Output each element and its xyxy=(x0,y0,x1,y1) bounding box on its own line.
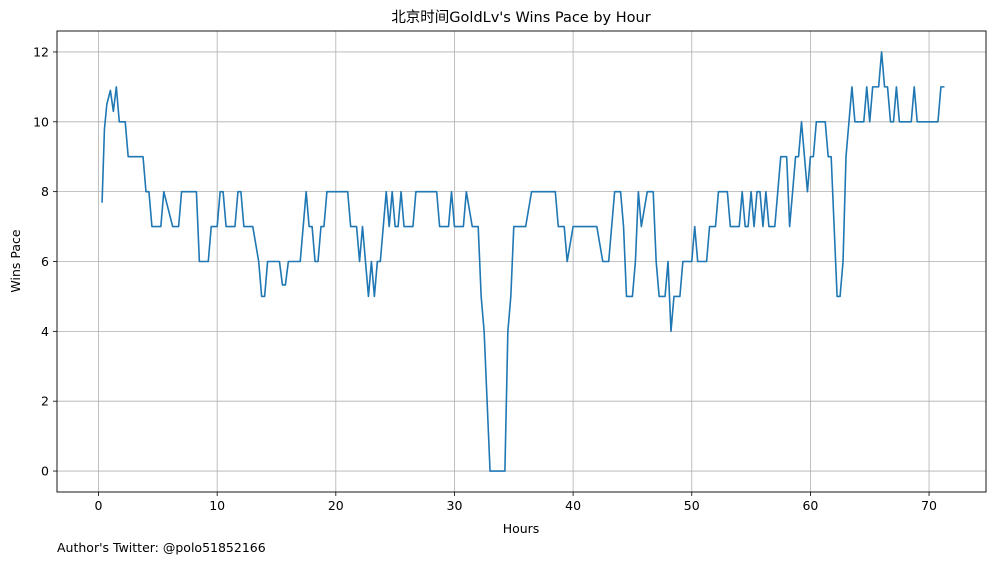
x-axis-label: Hours xyxy=(503,521,540,536)
author-twitter-credit: Author's Twitter: @polo51852166 xyxy=(57,540,266,555)
y-axis: 0 2 4 6 8 10 12 xyxy=(33,44,57,479)
x-tick-label: 10 xyxy=(209,498,225,513)
y-tick-label: 12 xyxy=(33,44,49,59)
x-tick-label: 30 xyxy=(447,498,463,513)
x-tick-label: 20 xyxy=(328,498,344,513)
x-tick-label: 70 xyxy=(921,498,937,513)
y-tick-label: 0 xyxy=(41,464,49,479)
grid-lines xyxy=(57,31,986,492)
y-tick-label: 10 xyxy=(33,114,49,129)
series-layer xyxy=(101,51,945,472)
y-tick-label: 2 xyxy=(41,394,49,409)
y-tick-label: 6 xyxy=(41,254,49,269)
wins-pace-line xyxy=(101,51,945,472)
y-tick-label: 4 xyxy=(41,324,49,339)
x-tick-label: 0 xyxy=(95,498,103,513)
chart-title: 北京时间GoldLv's Wins Pace by Hour xyxy=(391,9,650,26)
x-tick-label: 60 xyxy=(802,498,818,513)
x-tick-label: 50 xyxy=(684,498,700,513)
x-tick-label: 40 xyxy=(565,498,581,513)
y-axis-label: Wins Pace xyxy=(8,229,23,292)
x-axis: 0 10 20 30 40 50 60 70 xyxy=(95,492,937,513)
y-tick-label: 8 xyxy=(41,184,49,199)
